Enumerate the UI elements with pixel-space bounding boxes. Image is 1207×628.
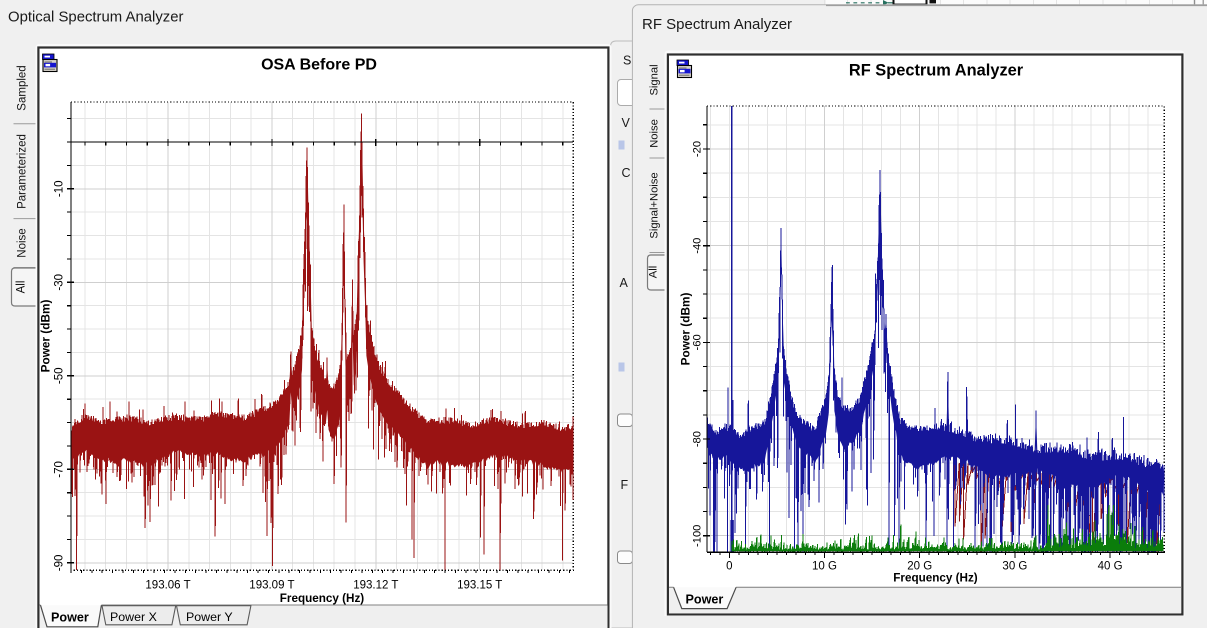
- svg-text:Frequency (Hz): Frequency (Hz): [280, 592, 365, 605]
- svg-text:Power (dBm): Power (dBm): [39, 300, 53, 373]
- svg-text:C: C: [622, 166, 631, 180]
- svg-text:A: A: [620, 276, 629, 290]
- svg-text:-20: -20: [692, 141, 704, 157]
- svg-text:Signal: Signal: [649, 64, 661, 95]
- svg-text:Signal+Noise: Signal+Noise: [649, 172, 661, 238]
- svg-text:193.06 T: 193.06 T: [145, 580, 190, 592]
- svg-text:Noise: Noise: [649, 119, 661, 148]
- svg-text:All: All: [648, 266, 660, 278]
- svg-text:Frequency (Hz): Frequency (Hz): [893, 572, 978, 585]
- svg-text:-80: -80: [692, 431, 704, 447]
- svg-text:20 G: 20 G: [907, 561, 932, 573]
- svg-text:F: F: [621, 478, 629, 492]
- svg-text:Power: Power: [51, 611, 89, 625]
- svg-text:-10: -10: [54, 180, 66, 197]
- svg-text:Optical Spectrum Analyzer: Optical Spectrum Analyzer: [8, 10, 183, 26]
- svg-text:All: All: [16, 281, 28, 294]
- svg-text:40 G: 40 G: [1098, 561, 1123, 573]
- svg-text:193.15 T: 193.15 T: [457, 580, 502, 592]
- svg-text:193.12 T: 193.12 T: [353, 580, 398, 592]
- svg-text:0: 0: [726, 561, 732, 573]
- svg-text:-70: -70: [54, 461, 66, 478]
- svg-text:10 G: 10 G: [812, 561, 837, 573]
- svg-text:Power X: Power X: [110, 610, 157, 624]
- svg-text:V: V: [622, 116, 631, 130]
- svg-text:Power: Power: [686, 593, 724, 607]
- svg-text:-90: -90: [54, 555, 66, 572]
- svg-text:S: S: [623, 54, 631, 68]
- svg-text:-100: -100: [692, 525, 704, 547]
- svg-text:RF Spectrum Analyzer: RF Spectrum Analyzer: [849, 62, 1024, 80]
- svg-text:Noise: Noise: [17, 228, 29, 257]
- svg-text:-40: -40: [692, 238, 704, 254]
- svg-text:-50: -50: [54, 367, 66, 384]
- svg-text:-30: -30: [54, 274, 66, 291]
- svg-text:OSA Before PD: OSA Before PD: [261, 57, 377, 74]
- svg-text:RF Spectrum Analyzer: RF Spectrum Analyzer: [642, 16, 792, 33]
- svg-text:193.09 T: 193.09 T: [249, 580, 294, 592]
- svg-text:Power Y: Power Y: [186, 610, 233, 624]
- svg-text:30 G: 30 G: [1002, 561, 1027, 573]
- svg-text:-60: -60: [692, 334, 704, 350]
- svg-text:Sampled: Sampled: [17, 65, 29, 110]
- svg-text:Power (dBm): Power (dBm): [679, 293, 693, 366]
- svg-text:Parameterized: Parameterized: [17, 134, 29, 209]
